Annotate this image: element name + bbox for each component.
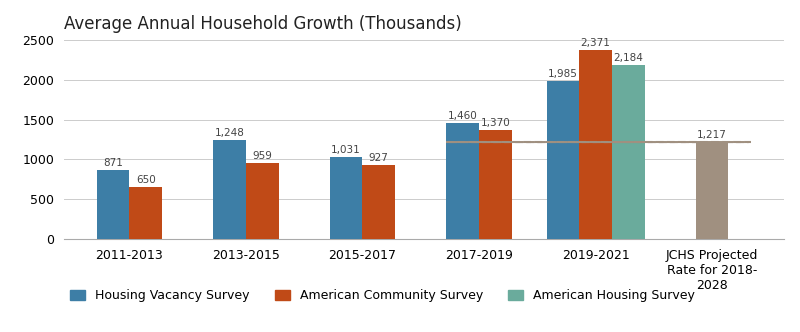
Text: 1,985: 1,985 (548, 69, 578, 79)
Bar (130, 187, 162, 239)
Bar (546, 81, 579, 239)
Text: 650: 650 (136, 175, 155, 185)
Text: 1,370: 1,370 (481, 118, 510, 128)
Text: 927: 927 (369, 153, 389, 163)
Bar (214, 139, 246, 239)
Text: 1,031: 1,031 (331, 145, 361, 155)
Bar (479, 130, 512, 239)
Text: Average Annual Household Growth (Thousands): Average Annual Household Growth (Thousan… (64, 15, 462, 33)
Legend: Housing Vacancy Survey, American Community Survey, American Housing Survey: Housing Vacancy Survey, American Communi… (70, 289, 695, 302)
Text: 2,184: 2,184 (614, 53, 643, 63)
Bar (579, 50, 612, 239)
Bar (696, 142, 729, 239)
Text: 1,460: 1,460 (448, 111, 478, 121)
Text: 959: 959 (252, 151, 272, 161)
Text: 2,371: 2,371 (581, 38, 610, 48)
Bar (246, 163, 278, 239)
Text: 871: 871 (103, 158, 123, 168)
Bar (362, 165, 395, 239)
Text: 1,217: 1,217 (697, 130, 727, 140)
Bar (612, 65, 645, 239)
Text: 1,248: 1,248 (214, 127, 245, 137)
Bar (330, 157, 362, 239)
Bar (446, 123, 479, 239)
Bar (97, 170, 130, 239)
